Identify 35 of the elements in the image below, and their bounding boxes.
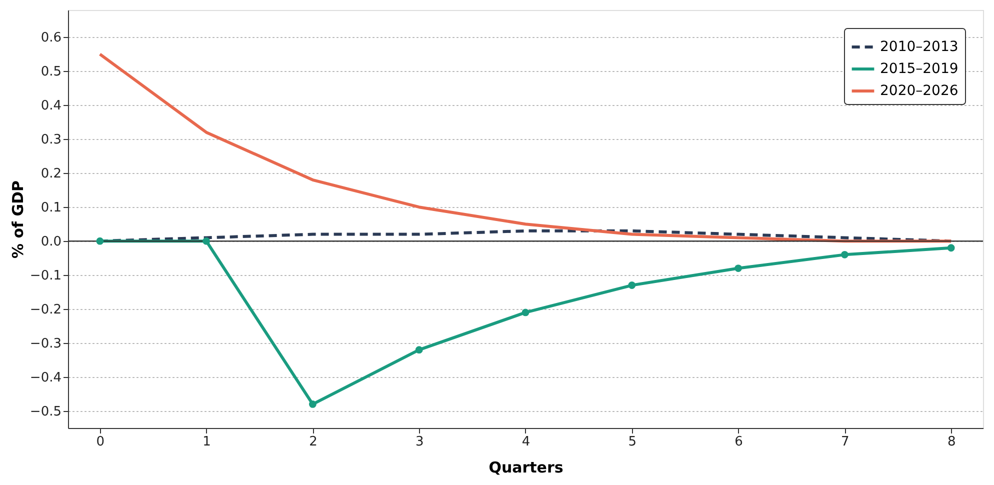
legend-label: 2010–2013: [880, 39, 958, 55]
legend-label: 2020–2026: [880, 83, 958, 99]
point: [522, 308, 530, 316]
y-tick-label: −0.3: [30, 336, 62, 352]
y-tick-label: 0.5: [40, 64, 62, 80]
point: [202, 237, 210, 245]
x-axis-title: Quarters: [488, 458, 564, 476]
y-tick-label: 0.1: [40, 200, 62, 216]
point: [309, 400, 316, 408]
y-tick-label: 0.0: [40, 234, 62, 250]
y-tick-label: −0.2: [30, 302, 62, 318]
y-axis-title: % of GDP: [8, 180, 27, 259]
x-tick-label: 4: [522, 434, 530, 450]
y-tick-label: −0.4: [30, 370, 62, 386]
y-tick-label: 0.3: [40, 132, 62, 148]
point: [415, 346, 423, 354]
legend-label: 2015–2019: [880, 61, 958, 77]
y-tick-label: 0.4: [40, 98, 62, 114]
x-tick-label: 8: [947, 434, 956, 450]
y-tick-label: 0.2: [40, 166, 62, 182]
y-tick-label: 0.6: [40, 30, 62, 46]
y-tick-label: −0.5: [30, 404, 62, 420]
point: [628, 282, 636, 289]
point: [840, 250, 848, 258]
point: [947, 244, 955, 252]
x-tick-label: 6: [734, 434, 743, 450]
y-tick-label: −0.1: [30, 268, 62, 284]
x-tick-label: 5: [628, 434, 637, 450]
x-tick-label: 3: [415, 434, 424, 450]
x-tick-label: 7: [841, 434, 850, 450]
x-tick-label: 0: [96, 434, 105, 450]
x-tick-label: 2: [309, 434, 318, 450]
point: [734, 264, 742, 272]
point: [96, 237, 104, 245]
x-tick-label: 1: [202, 434, 211, 450]
